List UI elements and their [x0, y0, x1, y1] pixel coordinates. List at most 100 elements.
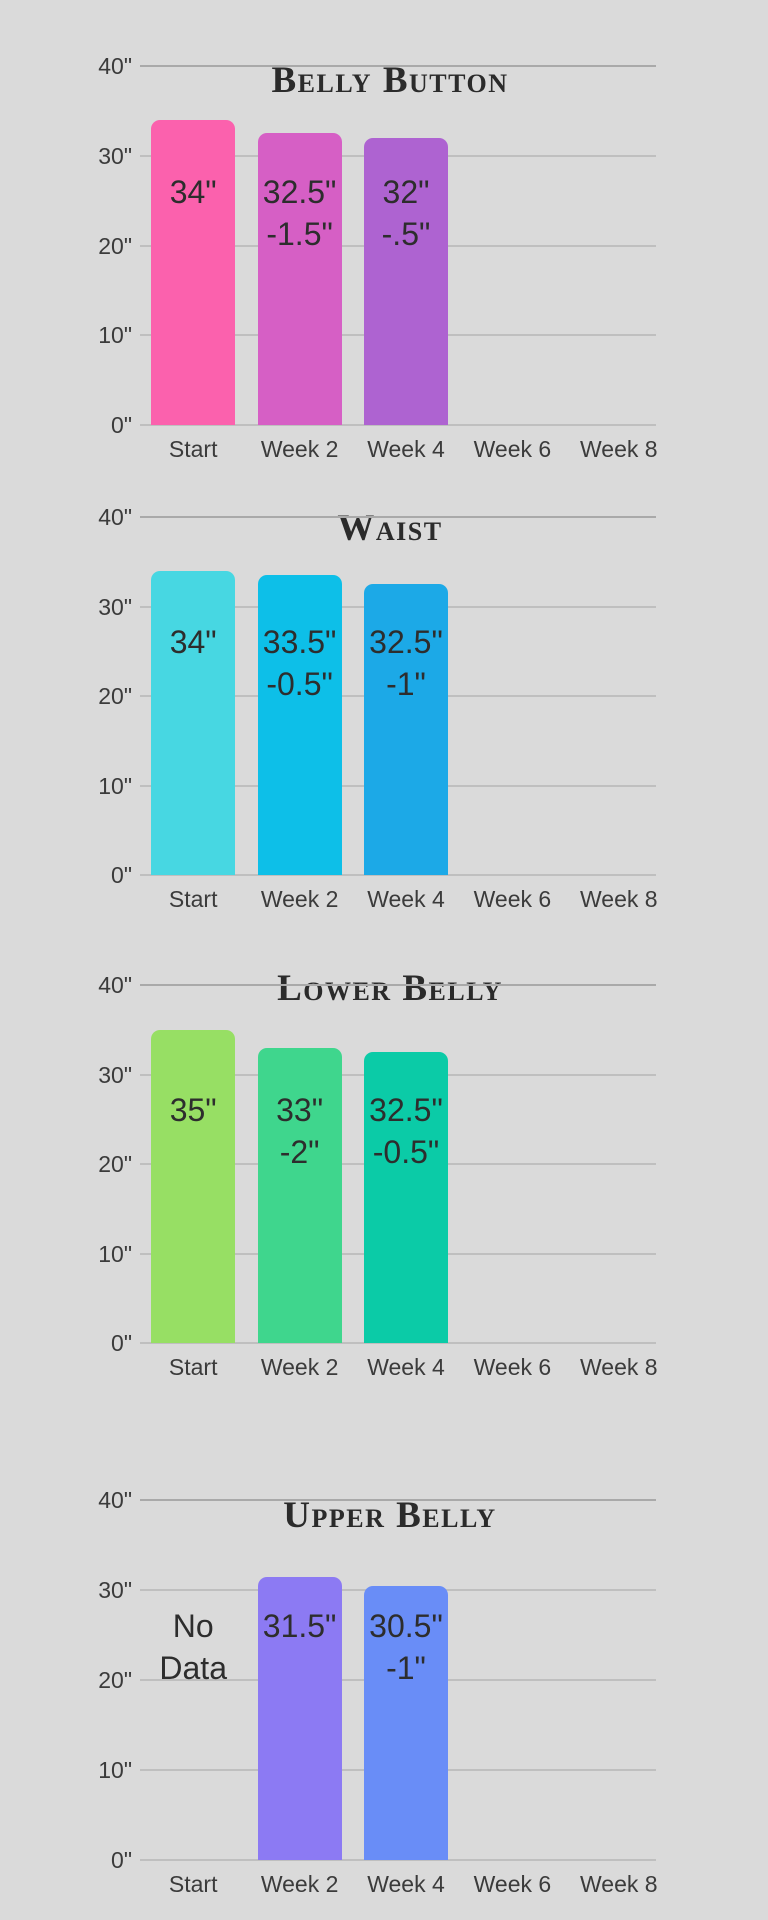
- bar-week-2: [257, 1576, 342, 1860]
- y-axis-tick-label: 20": [98, 1667, 132, 1693]
- bar-week-2: [257, 575, 342, 875]
- bar-label-line: 35": [169, 1092, 217, 1129]
- y-axis-tick-label: 30": [98, 593, 132, 620]
- no-data-label: No Data: [135, 1605, 251, 1689]
- gridline: [140, 65, 656, 67]
- gridline: [140, 1589, 656, 1591]
- x-axis-tick-label: Week 2: [260, 436, 339, 462]
- y-axis-tick-label: 40": [98, 504, 132, 530]
- y-axis-tick-label: 30": [98, 1061, 132, 1088]
- y-axis-tick-label: 0": [111, 1847, 132, 1873]
- x-axis-tick-label: Week 6: [473, 1354, 552, 1380]
- bar-value-label: 35": [135, 1089, 251, 1131]
- bar-value-label: 32.5" -0.5": [348, 1089, 464, 1173]
- bar-label-line: 34": [169, 173, 217, 210]
- x-axis-tick-label: Week 6: [473, 436, 552, 462]
- bar-value-label: 33.5" -0.5": [242, 621, 358, 705]
- bar-value-label: 30.5" -1": [348, 1605, 464, 1689]
- bar-value-label: 33" -2": [242, 1089, 358, 1173]
- gridline: [140, 1252, 656, 1255]
- x-axis-tick-label: Week 4: [367, 1354, 445, 1380]
- y-axis-tick-label: 40": [98, 53, 132, 79]
- bar-label-line: 32.5": [369, 624, 443, 661]
- gridline: [140, 1163, 656, 1165]
- y-axis-tick-label: 30": [98, 142, 132, 169]
- y-axis-tick-label: 0": [111, 412, 132, 438]
- y-axis-tick-label: 0": [111, 1330, 132, 1356]
- bar-label-line: -0.5": [266, 666, 333, 703]
- gridline: [140, 874, 656, 876]
- gridline: [140, 695, 656, 697]
- x-axis-tick-label: Week 6: [473, 1871, 552, 1897]
- bar-start: [151, 570, 236, 875]
- y-axis-tick-label: 20": [98, 683, 132, 709]
- x-axis-tick-label: Week 6: [473, 886, 552, 912]
- bar-start: [151, 119, 236, 425]
- gridline: [140, 1342, 656, 1344]
- bar-value-label: 34": [135, 621, 251, 663]
- x-axis-tick-label: Week 8: [580, 886, 658, 912]
- chart-title-lower-belly: Lower Belly: [277, 967, 503, 1009]
- x-axis-tick-label: Start: [168, 886, 218, 912]
- gridline: [140, 984, 656, 986]
- bar-value-label: 34": [135, 171, 251, 213]
- bar-label-line: 30.5": [369, 1608, 443, 1644]
- bar-value-label: 31.5": [242, 1605, 358, 1647]
- bar-label-line: 34": [169, 624, 217, 661]
- gridline: [140, 1073, 656, 1076]
- bar-week-4: [364, 137, 448, 425]
- gridline: [140, 1859, 656, 1861]
- bar-label-line: 32": [382, 173, 430, 210]
- y-axis-tick-label: 10": [98, 1240, 132, 1267]
- y-axis-tick-label: 0": [111, 862, 132, 888]
- bar-label-line: -0.5": [372, 1134, 440, 1171]
- bar-week-2: [257, 133, 342, 425]
- gridline: [140, 334, 656, 337]
- gridline: [140, 784, 656, 787]
- gridline: [140, 154, 656, 157]
- bar-value-label: 32" -.5": [348, 171, 464, 255]
- y-axis-tick-label: 40": [98, 1487, 132, 1513]
- x-axis-tick-label: Week 4: [367, 886, 445, 912]
- bar-label-line: 31.5": [262, 1608, 337, 1644]
- bar-label-line: -1": [386, 666, 426, 703]
- x-axis-tick-label: Week 8: [580, 1871, 658, 1897]
- gridline: [140, 244, 656, 247]
- gridline: [140, 516, 656, 518]
- y-axis-tick-label: 10": [98, 322, 132, 349]
- x-axis-tick-label: Week 8: [580, 436, 658, 462]
- bar-week-4: [364, 584, 448, 875]
- y-axis-tick-label: 10": [98, 772, 132, 799]
- chart-title-upper-belly: Upper Belly: [283, 1494, 497, 1536]
- gridline: [140, 1499, 656, 1501]
- bar-label-line: -1.5": [266, 215, 333, 252]
- x-axis-tick-label: Week 2: [260, 886, 339, 912]
- x-axis-tick-label: Week 4: [367, 436, 445, 462]
- y-axis-tick-label: 10": [98, 1757, 132, 1783]
- bar-value-label: 32.5" -1.5": [242, 171, 358, 255]
- bar-label-line: 33.5": [262, 624, 337, 661]
- x-axis-tick-label: Week 2: [260, 1871, 339, 1897]
- x-axis-tick-label: Week 4: [367, 1871, 445, 1897]
- x-axis-tick-label: Start: [168, 436, 218, 462]
- y-axis-tick-label: 20": [98, 232, 132, 259]
- bar-label-line: No: [172, 1608, 214, 1644]
- x-axis-tick-label: Week 2: [260, 1354, 339, 1380]
- bar-label-line: Data: [159, 1650, 227, 1686]
- bar-label-line: 33": [276, 1092, 324, 1129]
- bar-week-2: [257, 1047, 342, 1343]
- bar-label-line: -2": [279, 1134, 320, 1171]
- chart-title-waist: Waist: [337, 507, 443, 549]
- y-axis-tick-label: 40": [98, 972, 132, 998]
- bar-week-4: [364, 1585, 448, 1860]
- bar-label-line: -1": [386, 1650, 426, 1686]
- y-axis-tick-label: 30": [98, 1577, 132, 1603]
- x-axis-tick-label: Week 8: [580, 1354, 658, 1380]
- x-axis-tick-label: Start: [168, 1354, 218, 1380]
- gridline: [140, 605, 656, 608]
